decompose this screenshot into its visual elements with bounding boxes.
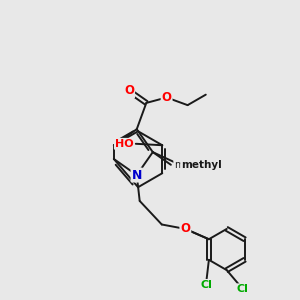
Text: Cl: Cl bbox=[200, 280, 212, 290]
Text: O: O bbox=[162, 91, 172, 104]
Text: methyl: methyl bbox=[181, 160, 222, 170]
Text: methyl: methyl bbox=[182, 159, 213, 168]
Text: HO: HO bbox=[115, 139, 134, 149]
Text: O: O bbox=[124, 84, 134, 98]
Text: methyl: methyl bbox=[174, 160, 208, 170]
Text: N: N bbox=[132, 169, 142, 182]
Text: O: O bbox=[180, 222, 190, 236]
Text: Cl: Cl bbox=[237, 284, 249, 294]
